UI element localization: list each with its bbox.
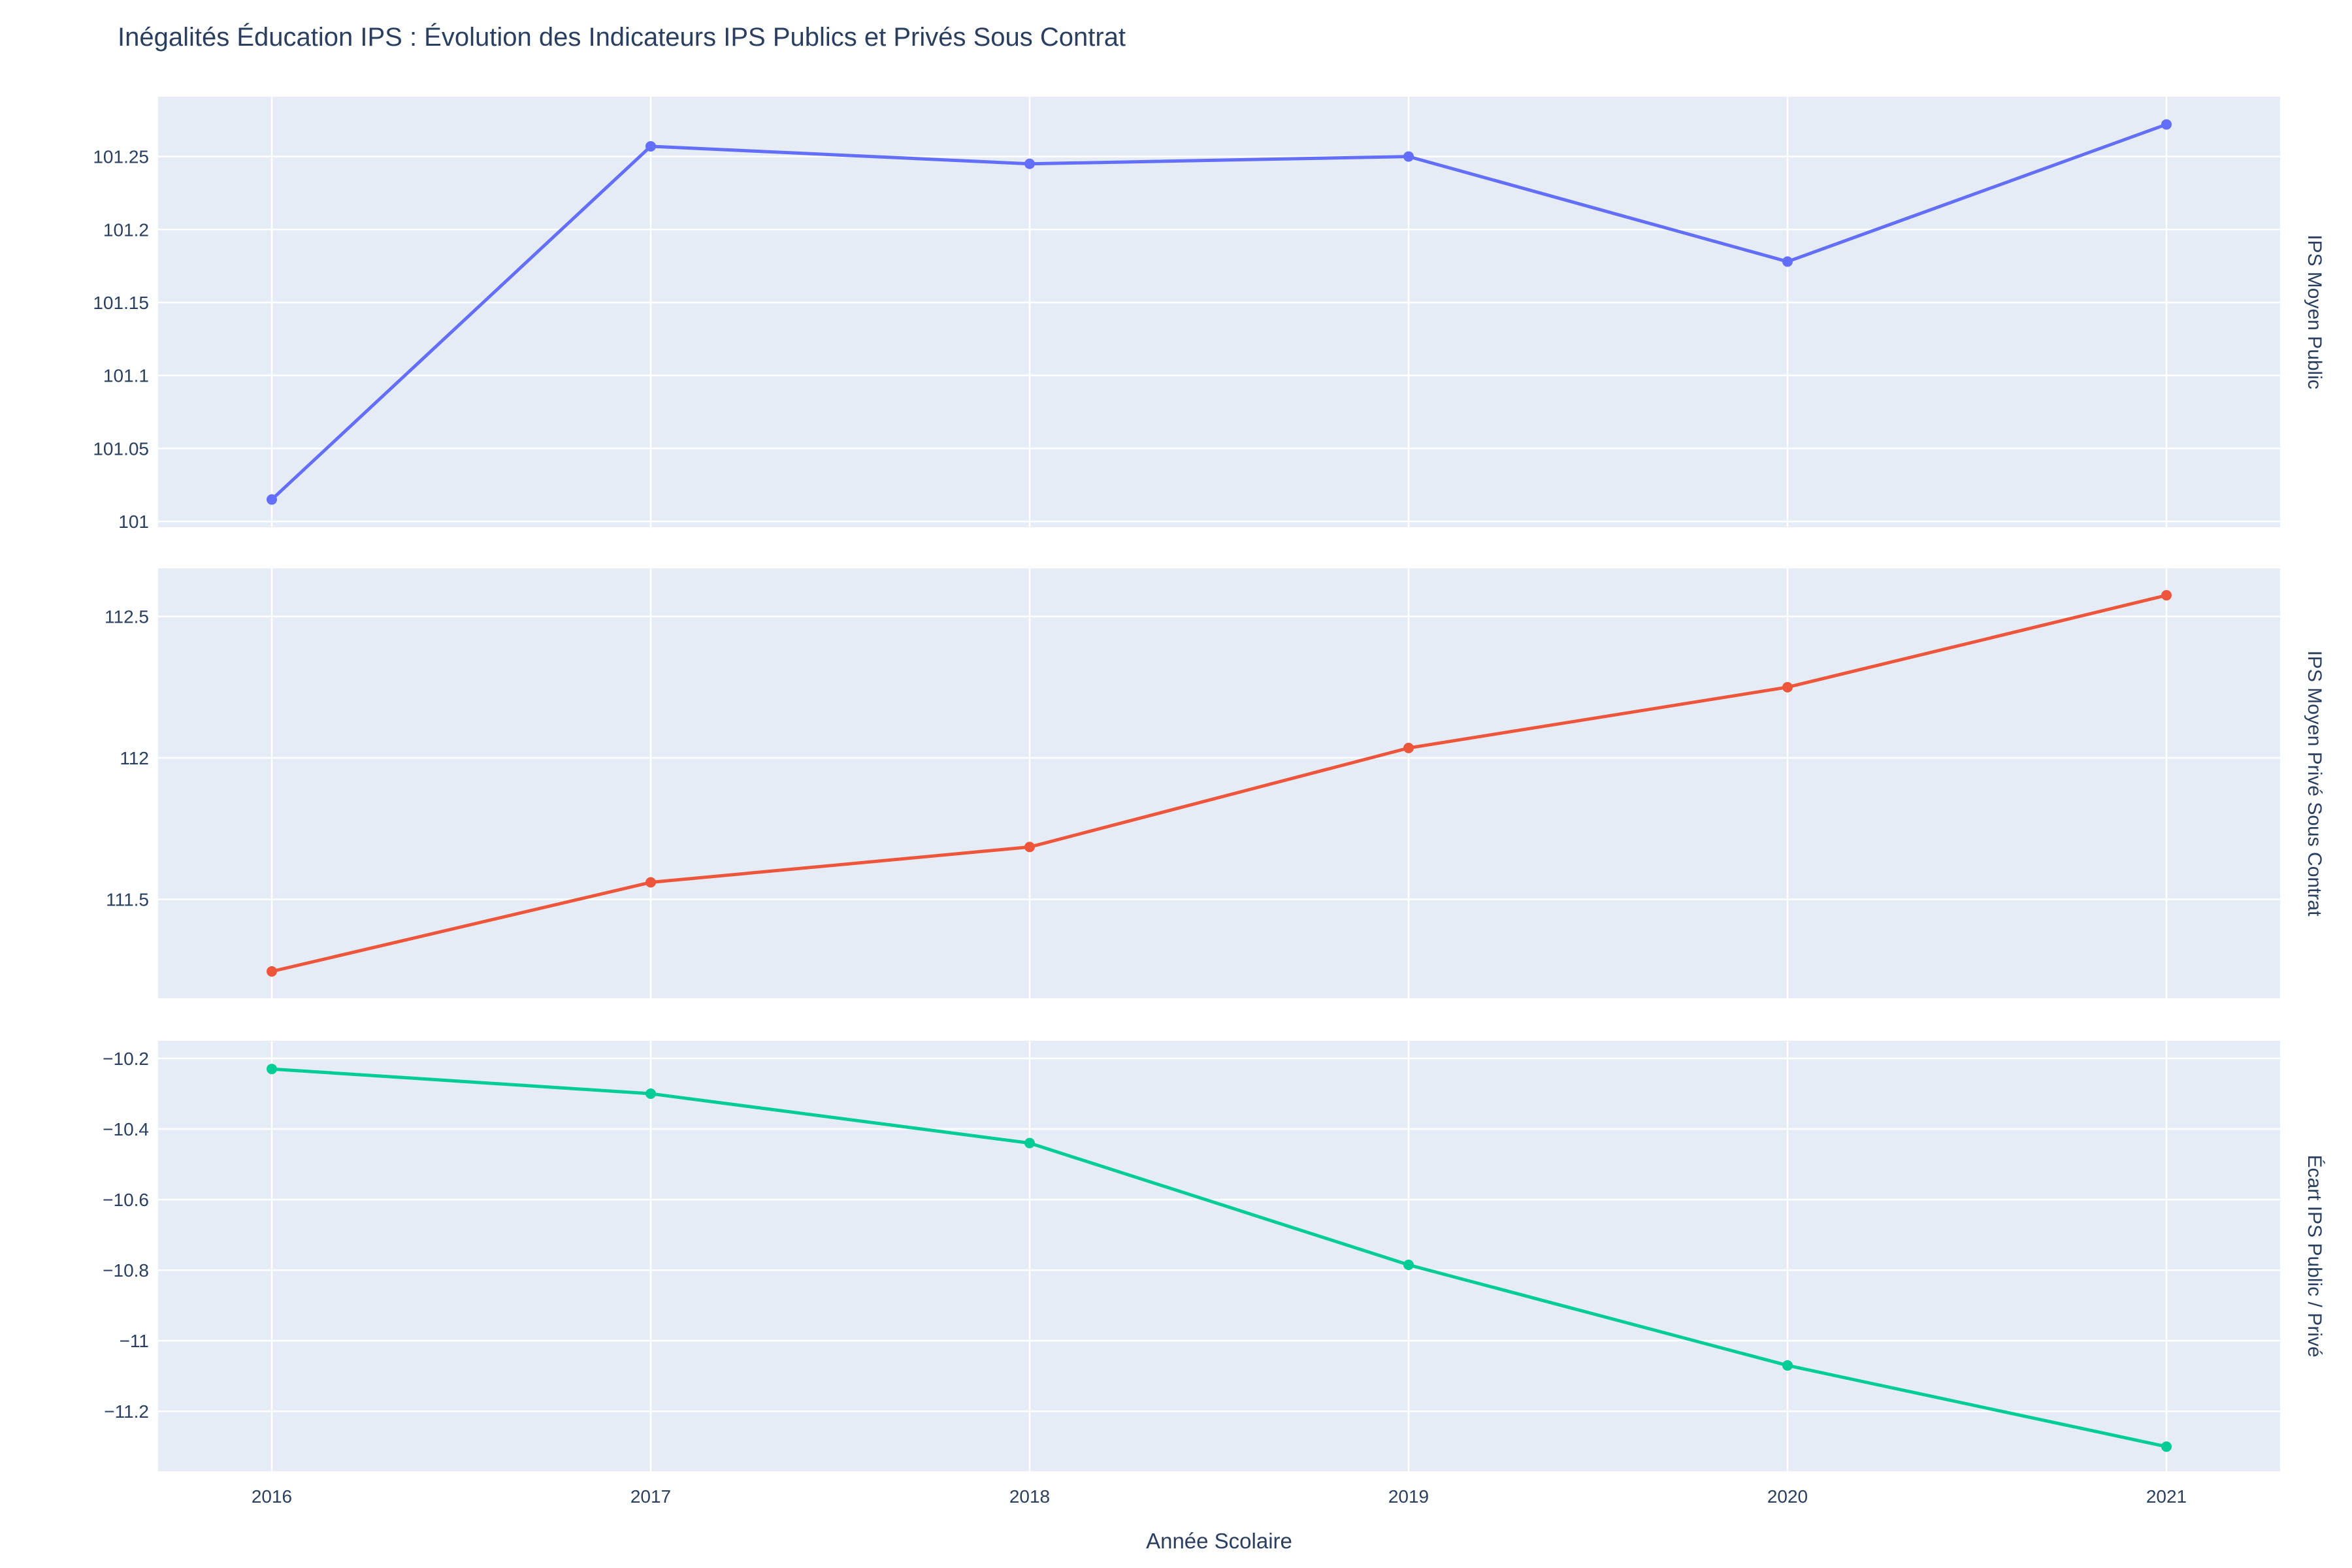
data-point xyxy=(1403,151,1414,162)
y-tick-label: 101 xyxy=(118,512,149,532)
data-point xyxy=(1782,256,1793,267)
plot-background xyxy=(158,97,2280,527)
data-point xyxy=(645,1088,656,1100)
subplot-2: 111.5 112 112.5 IPS Moyen Privé Sous Contra… xyxy=(105,568,2325,998)
data-point xyxy=(267,494,277,505)
y-tick-label: 101.1 xyxy=(103,366,149,386)
y-tick-label: 101.25 xyxy=(93,147,149,167)
subplot-label: IPS Moyen Privé Sous Contrat xyxy=(2304,651,2325,917)
data-point xyxy=(2161,590,2172,601)
subplot-3: −10.2 −10.4 −10.6 −10.8 −11 −11.2 Écart IPS Pu… xyxy=(103,1041,2325,1471)
data-point xyxy=(645,140,656,152)
x-tick-label: 2016 xyxy=(252,1486,292,1507)
subplot-label: IPS Moyen Public xyxy=(2304,235,2325,389)
plot-background xyxy=(158,568,2280,998)
x-tick-label: 2019 xyxy=(1388,1486,1429,1507)
x-tick-label: 2018 xyxy=(1009,1486,1050,1507)
x-axis-ticks: 2016 2017 2018 2019 2020 2021 xyxy=(252,1486,2187,1507)
x-tick-label: 2017 xyxy=(630,1486,671,1507)
series-line xyxy=(270,1067,2168,1448)
subplot-1: 101 101.05 101.1 101.15 101.2 101.25 IPS Moyen… xyxy=(93,97,2325,532)
y-tick-label: −10.2 xyxy=(103,1049,149,1069)
plot-background xyxy=(158,1041,2280,1471)
data-point xyxy=(1403,1260,1414,1271)
data-point xyxy=(1024,1137,1035,1149)
chart-title: Inégalités Éducation IPS : Évolution des… xyxy=(118,22,1126,52)
data-point xyxy=(1782,681,1793,693)
y-tick-label: 101.15 xyxy=(93,293,149,313)
data-point xyxy=(2161,119,2172,130)
y-tick-label: −11 xyxy=(120,1331,149,1351)
y-tick-label: −11.2 xyxy=(104,1401,149,1422)
y-tick-label: 101.05 xyxy=(93,438,149,459)
data-point xyxy=(1403,742,1414,753)
y-tick-label: 112.5 xyxy=(105,607,149,627)
data-point xyxy=(1024,841,1035,853)
data-point xyxy=(645,877,656,888)
data-point xyxy=(267,966,277,977)
x-tick-label: 2020 xyxy=(1767,1486,1808,1507)
x-tick-label: 2021 xyxy=(2146,1486,2187,1507)
series-line xyxy=(270,122,2168,502)
data-point xyxy=(1782,1360,1793,1371)
data-point xyxy=(2161,1441,2172,1452)
y-tick-label: −10.6 xyxy=(103,1190,149,1210)
data-point xyxy=(267,1064,277,1075)
y-tick-label: 101.2 xyxy=(103,220,149,240)
subplot-label: Écart IPS Public / Privé xyxy=(2304,1154,2325,1357)
y-tick-label: 111.5 xyxy=(106,889,149,909)
subplot-panels: 101 101.05 101.1 101.15 101.2 101.25 IPS Moyen… xyxy=(93,97,2325,1471)
y-tick-label: −10.4 xyxy=(103,1119,149,1139)
y-tick-label: −10.8 xyxy=(103,1260,149,1281)
data-point xyxy=(1024,158,1035,169)
y-tick-label: 112 xyxy=(120,748,149,768)
series-line xyxy=(270,593,2168,973)
x-axis-title: Année Scolaire xyxy=(1146,1529,1292,1553)
